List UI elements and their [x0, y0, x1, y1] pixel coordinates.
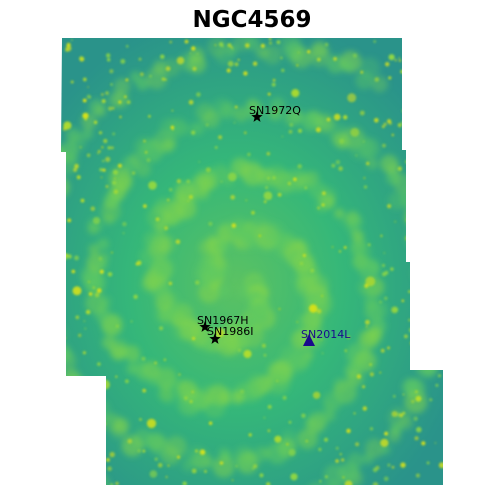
supernova-markers: SN1972Q SN1967H SN1986I SN2014L: [197, 104, 351, 346]
sn-label-sn1972q: SN1972Q: [249, 104, 301, 117]
star-icon: [199, 321, 211, 332]
star-icon: [251, 111, 263, 122]
sn-marker-sn1972q: SN1972Q: [249, 104, 301, 122]
sn-label-sn1986i: SN1986I: [207, 325, 253, 338]
sn-marker-sn2014l: SN2014L: [301, 328, 351, 346]
star-icon: [209, 333, 221, 344]
mosaic-footprint: [61, 38, 443, 485]
image-title: NGC4569: [192, 7, 312, 33]
triangle-icon: [303, 334, 315, 346]
sn-marker-sn1986i: SN1986I: [207, 325, 253, 344]
sn-label-sn1967h: SN1967H: [197, 314, 248, 327]
sn-marker-sn1967h: SN1967H: [197, 314, 248, 332]
sn-label-sn2014l: SN2014L: [301, 328, 351, 341]
spiral-arms: [61, 38, 443, 485]
